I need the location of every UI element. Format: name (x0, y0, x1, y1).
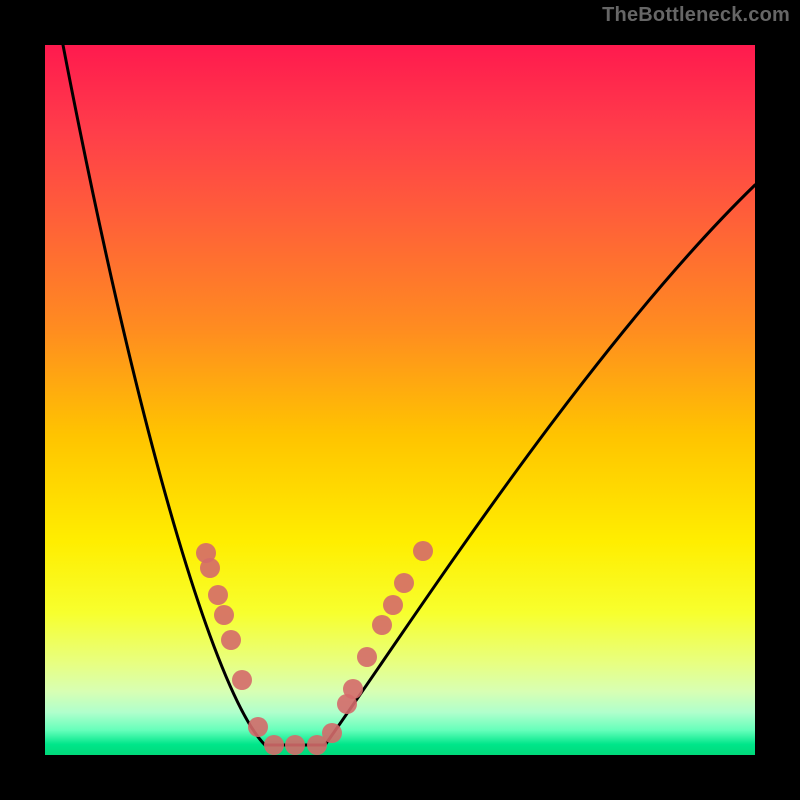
data-marker (413, 541, 433, 561)
data-marker (372, 615, 392, 635)
bottleneck-chart (0, 0, 800, 800)
data-marker (285, 735, 305, 755)
data-marker (200, 558, 220, 578)
data-marker (343, 679, 363, 699)
data-marker (383, 595, 403, 615)
data-marker (208, 585, 228, 605)
data-marker (322, 723, 342, 743)
chart-container: TheBottleneck.com (0, 0, 800, 800)
data-marker (394, 573, 414, 593)
data-marker (232, 670, 252, 690)
watermark-text: TheBottleneck.com (602, 4, 790, 27)
data-marker (357, 647, 377, 667)
plot-background (45, 45, 755, 755)
data-marker (214, 605, 234, 625)
data-marker (264, 735, 284, 755)
data-marker (221, 630, 241, 650)
data-marker (248, 717, 268, 737)
